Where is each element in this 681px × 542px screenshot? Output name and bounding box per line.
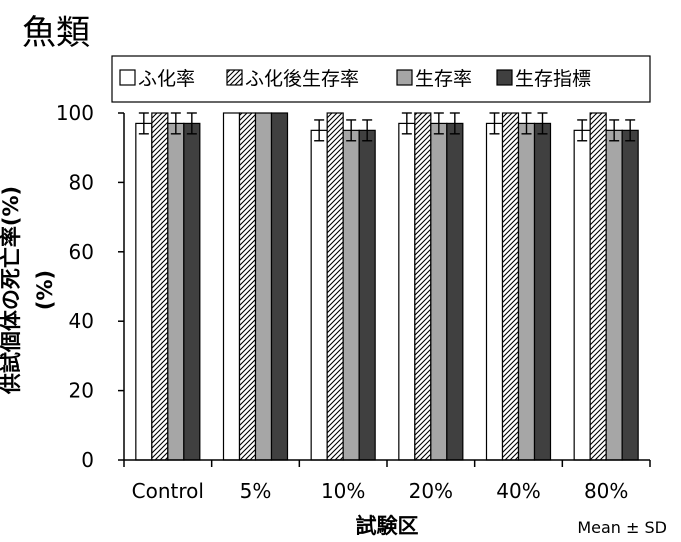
bar-series3-control — [167, 122, 185, 461]
bar-series2-20 — [414, 112, 432, 461]
legend-label-series4: 生存指標 — [515, 68, 591, 90]
legend-label-series1: ふ化率 — [138, 68, 195, 90]
bar-series3-10 — [342, 129, 360, 461]
x-tick-label-control: Control — [132, 479, 204, 503]
error-bar-series4-10 — [362, 119, 373, 142]
error-bar-series3-control — [170, 112, 181, 135]
error-bar-series3-20 — [433, 112, 444, 135]
error-bar-series3-10 — [346, 119, 357, 142]
bar-series4-10 — [358, 129, 376, 461]
mean-sd-note: Mean ± SD — [577, 518, 667, 537]
error-bar-series1-control — [138, 112, 149, 135]
y-ticks: 0 20 40 60 80 100 — [56, 101, 124, 472]
legend-swatch-series2 — [226, 69, 243, 86]
error-bars — [138, 112, 636, 142]
legend-label-series3: 生存率 — [415, 68, 472, 90]
x-tick-label-10: 10% — [321, 479, 365, 503]
y-tick-label: 100 — [56, 101, 94, 125]
bar-series1-80 — [573, 129, 591, 461]
bar-series4-40 — [533, 122, 552, 461]
bar-series3-80 — [605, 129, 623, 461]
legend: ふ化率 ふ化後生存率 生存率 生存指標 — [111, 55, 651, 103]
bar-series4-80 — [621, 129, 639, 461]
bar-series4-control — [183, 122, 201, 461]
chart-title: 魚類 — [22, 13, 90, 53]
bar-series2-40 — [501, 112, 520, 461]
legend-items: ふ化率 ふ化後生存率 生存率 生存指標 — [119, 68, 591, 90]
y-axis-title-line1: 供試個体の死亡率(%) — [0, 186, 23, 395]
bar-series2-10 — [326, 112, 344, 461]
bar-series4-5 — [270, 112, 289, 461]
x-ticks: Control 5% 10% 20% 40% 80% — [123, 460, 651, 503]
bar-series4-20 — [446, 122, 464, 461]
legend-swatch-series1 — [119, 69, 136, 86]
x-tick-label-5: 5% — [240, 479, 272, 503]
y-axis-title-line2: (%) — [33, 270, 57, 310]
y-tick-label: 80 — [69, 170, 94, 194]
y-tick-label: 40 — [69, 309, 94, 333]
error-bar-series1-80 — [577, 119, 588, 142]
bar-series2-80 — [589, 112, 607, 461]
x-tick-label-20: 20% — [409, 479, 453, 503]
y-tick-label: 20 — [69, 379, 94, 403]
y-tick-label: 60 — [69, 240, 94, 264]
bar-series1-10 — [310, 129, 328, 461]
legend-swatch-series4 — [496, 69, 513, 86]
bar-series3-40 — [517, 122, 536, 461]
bar-series3-20 — [430, 122, 448, 461]
bar-series1-20 — [398, 122, 416, 461]
bar-series2-control — [151, 112, 169, 461]
x-axis-title: 試験区 — [356, 514, 419, 538]
error-bar-series4-80 — [625, 119, 636, 142]
error-bar-series4-20 — [449, 112, 460, 135]
x-tick-label-40: 40% — [496, 479, 540, 503]
error-bar-series3-80 — [609, 119, 620, 142]
x-tick-label-80: 80% — [584, 479, 628, 503]
bar-series1-5 — [222, 112, 241, 461]
y-tick-label: 0 — [81, 448, 94, 472]
error-bar-series3-40 — [521, 112, 532, 135]
legend-swatch-series3 — [396, 69, 413, 86]
bars — [135, 112, 639, 461]
bar-series3-5 — [254, 112, 273, 461]
error-bar-series1-10 — [314, 119, 325, 142]
bar-series2-5 — [238, 112, 257, 461]
legend-box — [111, 55, 651, 103]
error-bar-series4-control — [186, 112, 197, 135]
error-bar-series1-40 — [489, 112, 500, 135]
error-bar-series4-40 — [537, 112, 548, 135]
legend-label-series2: ふ化後生存率 — [245, 68, 359, 90]
bar-series1-control — [135, 122, 153, 461]
bar-series1-40 — [485, 122, 504, 461]
error-bar-series1-20 — [401, 112, 412, 135]
